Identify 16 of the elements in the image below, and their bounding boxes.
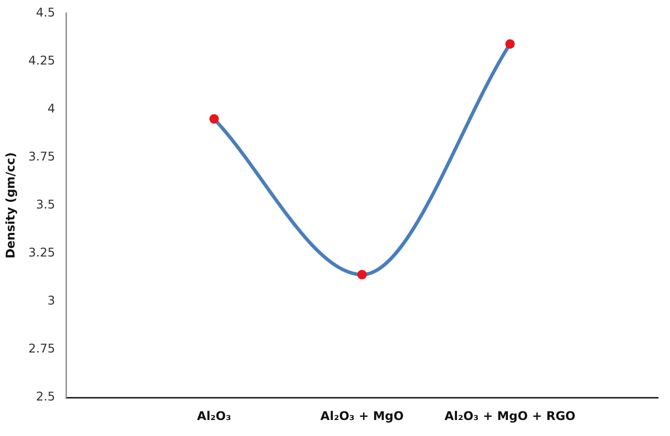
- point: [357, 270, 367, 280]
- y-tick-label: 4.5: [36, 5, 56, 20]
- y-tick-label: 3: [47, 294, 56, 308]
- y-tick-label: 4: [47, 101, 56, 116]
- y-tick-label: 3.75: [28, 149, 56, 164]
- point: [505, 39, 515, 49]
- x-tick-label: Al₂O₃ + MgO + RGO: [444, 408, 576, 423]
- x-tick-label: Al₂O₃: [197, 408, 232, 423]
- y-axis-title: Density (gm/cc): [3, 152, 18, 259]
- y-tick-label: 3.5: [36, 198, 56, 212]
- y-tick-label: 2.75: [28, 342, 56, 356]
- y-tick-label: 2.5: [36, 390, 56, 404]
- y-tick-label: 4.25: [28, 53, 56, 68]
- x-tick-label: Al₂O₃ + MgO: [320, 408, 404, 423]
- point: [209, 114, 219, 124]
- y-tick-label: 3.25: [28, 246, 56, 260]
